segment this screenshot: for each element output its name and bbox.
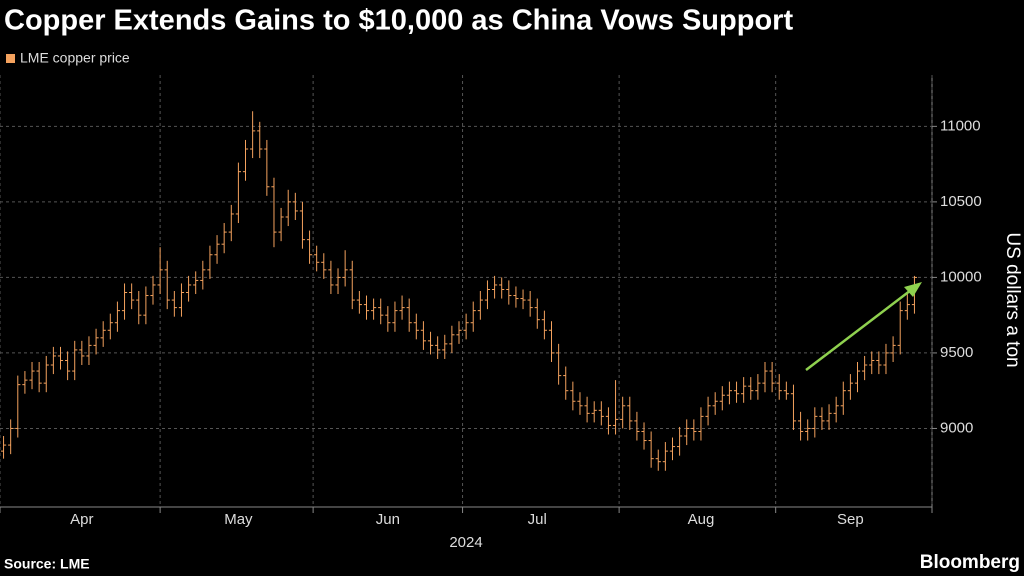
x-tick-label: Aug (688, 511, 715, 528)
y-tick-label: 9000 (940, 419, 973, 436)
brand: Bloomberg (920, 552, 1020, 573)
legend-label: LME copper price (20, 50, 130, 66)
y-tick-label: 10000 (940, 268, 982, 285)
y-tick-label: 10500 (940, 193, 982, 210)
y-tick-label: 11000 (940, 117, 981, 134)
annotation-arrow (805, 282, 922, 371)
x-tick-label: May (224, 511, 253, 528)
chart-title: Copper Extends Gains to $10,000 as China… (4, 5, 793, 37)
x-tick-label: Sep (837, 511, 864, 528)
x-tick-label: Jun (376, 511, 400, 528)
legend-swatch (6, 54, 15, 63)
y-tick-label: 9500 (940, 344, 973, 361)
y-axis-label: US dollars a ton (1002, 232, 1023, 367)
source: Source: LME (4, 556, 90, 572)
x-axis-label: 2024 (449, 534, 482, 551)
x-tick-label: Apr (70, 511, 93, 528)
x-tick-label: Jul (528, 511, 547, 528)
